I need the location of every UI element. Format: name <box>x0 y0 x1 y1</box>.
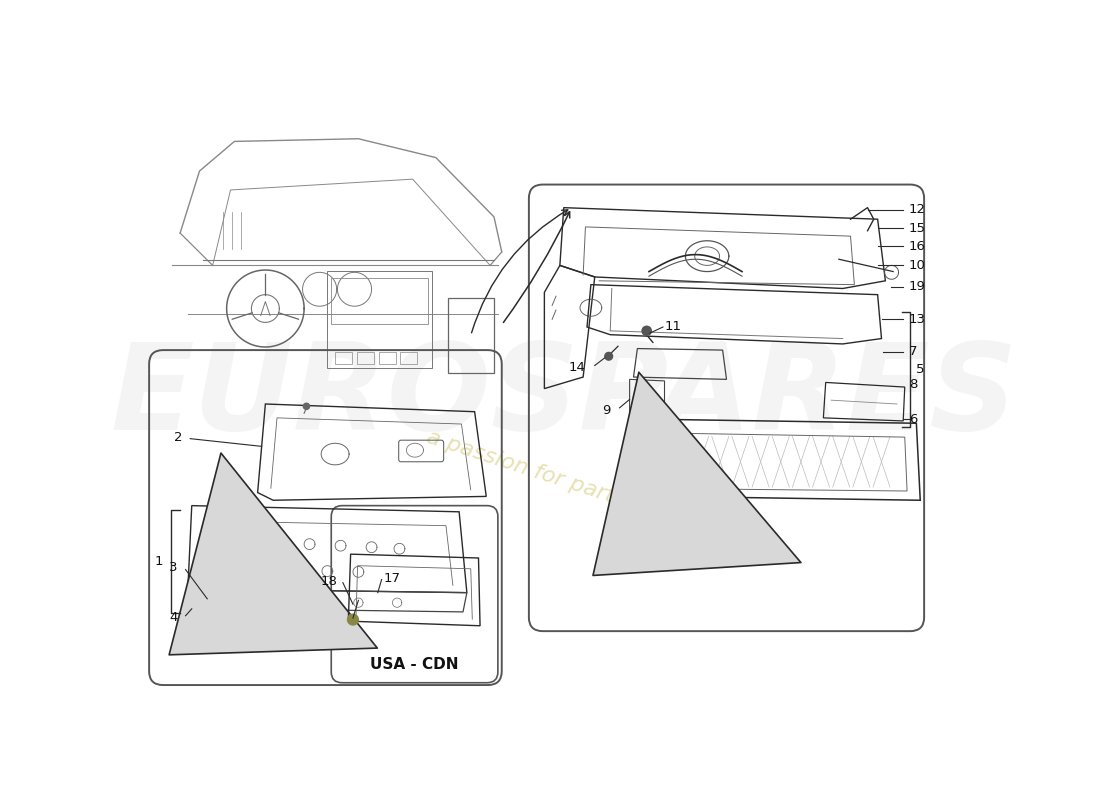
Text: 12: 12 <box>909 203 925 217</box>
Bar <box>328 270 432 368</box>
Text: 15: 15 <box>909 222 925 235</box>
Text: 18: 18 <box>320 574 338 587</box>
Text: 13: 13 <box>909 313 925 326</box>
Text: 7: 7 <box>909 345 917 358</box>
Bar <box>400 353 417 364</box>
Bar <box>207 596 236 610</box>
Text: 19: 19 <box>909 281 925 294</box>
Text: a passion for parts since 1985: a passion for parts since 1985 <box>424 427 750 550</box>
Circle shape <box>642 326 651 335</box>
Text: 10: 10 <box>909 259 925 272</box>
Text: 9: 9 <box>602 404 610 417</box>
Text: 2: 2 <box>174 431 183 444</box>
Text: 17: 17 <box>384 571 402 585</box>
Bar <box>336 353 352 364</box>
Text: 1: 1 <box>155 555 163 568</box>
Text: USA - CDN: USA - CDN <box>370 657 459 672</box>
Text: EUROSPARES: EUROSPARES <box>110 338 1018 454</box>
Circle shape <box>605 353 613 360</box>
Bar <box>378 353 396 364</box>
Text: 3: 3 <box>169 561 178 574</box>
Text: 8: 8 <box>909 378 917 391</box>
Bar <box>331 278 428 324</box>
Bar <box>448 298 494 373</box>
Text: 5: 5 <box>916 363 925 376</box>
Text: 11: 11 <box>664 320 682 333</box>
Text: 6: 6 <box>909 413 917 426</box>
Circle shape <box>348 614 359 625</box>
Text: 14: 14 <box>569 361 585 374</box>
Circle shape <box>304 403 309 410</box>
Text: 4: 4 <box>169 610 178 624</box>
Bar <box>356 353 374 364</box>
Text: 16: 16 <box>909 240 925 253</box>
